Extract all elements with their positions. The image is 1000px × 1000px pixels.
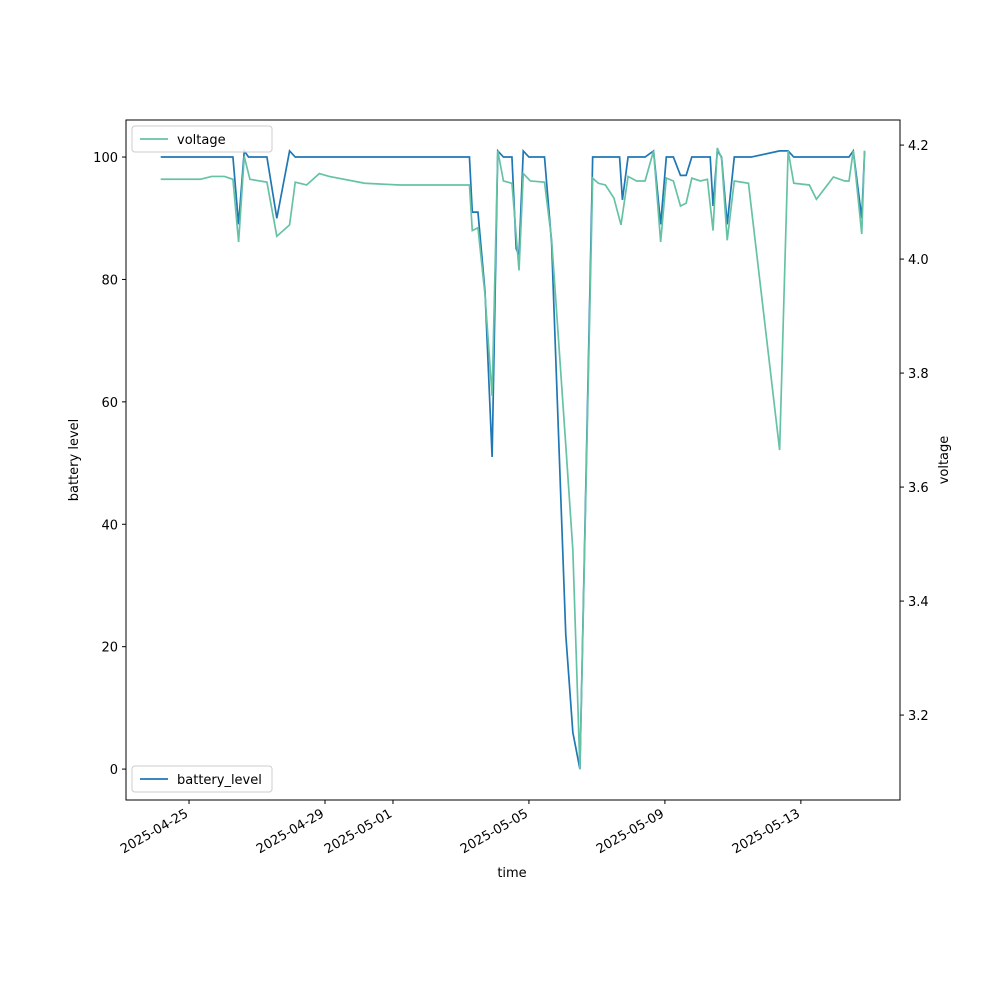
y-tick-label: 80 (101, 273, 118, 288)
y-tick-label: 0 (110, 763, 118, 778)
plot-frame (125, 119, 901, 801)
x-tick-label: 2025-05-01 (322, 806, 395, 857)
x-tick-label: 2025-04-25 (118, 806, 191, 857)
y-axis-label: battery level (67, 419, 82, 502)
y-tick-label: 60 (101, 396, 118, 411)
y2-axis-label: voltage (937, 436, 952, 485)
y2-tick-label: 3.8 (908, 367, 929, 382)
series-line (160, 148, 866, 770)
y-tick-label: 100 (93, 151, 118, 166)
y2-tick-label: 3.4 (908, 595, 929, 610)
legend-box (131, 125, 273, 153)
y2-tick-label: 3.6 (908, 481, 929, 496)
y2-tick-label: 3.2 (908, 709, 929, 724)
y2-tick-label: 4.2 (908, 139, 929, 154)
x-tick-label: 2025-04-29 (254, 806, 327, 857)
x-axis-label: time (497, 866, 526, 881)
legend-label: battery_level (177, 773, 262, 788)
y-tick-label: 40 (101, 518, 118, 533)
x-tick-label: 2025-05-13 (730, 806, 803, 857)
x-tick-label: 2025-05-05 (458, 806, 531, 857)
x-tick-label: 2025-05-09 (594, 806, 667, 857)
y-tick-label: 20 (101, 641, 118, 656)
y2-tick-label: 4.0 (908, 253, 929, 268)
legend-label: voltage (177, 133, 226, 148)
legend-box (131, 765, 273, 793)
series-line (160, 147, 866, 770)
